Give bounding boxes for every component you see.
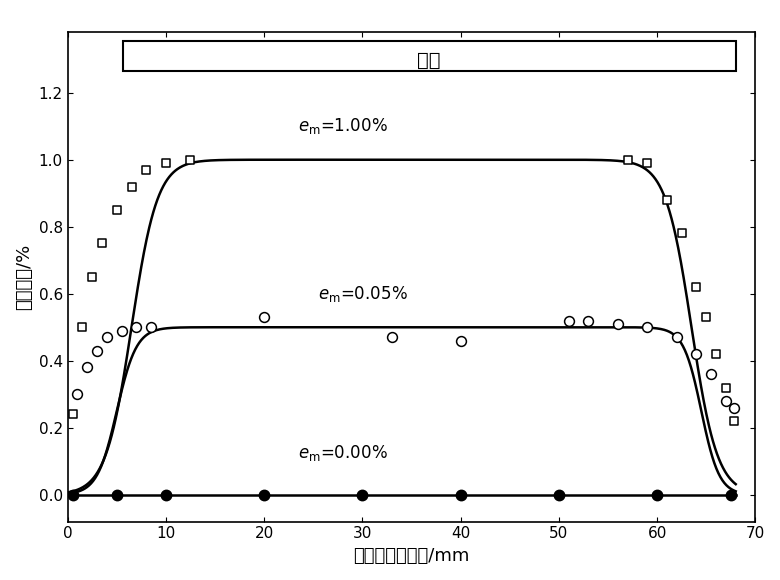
Point: [66, 409, 79, 419]
Point: [725, 490, 737, 499]
Point: [258, 490, 271, 499]
Text: $e_{\rm m}$=0.05%: $e_{\rm m}$=0.05%: [317, 284, 407, 304]
Point: [562, 316, 575, 325]
Point: [622, 155, 634, 164]
Point: [111, 490, 123, 499]
Point: [101, 333, 113, 342]
Point: [705, 369, 718, 379]
Point: [111, 205, 123, 215]
Text: $e_{\rm m}$=1.00%: $e_{\rm m}$=1.00%: [298, 116, 388, 136]
Point: [720, 396, 732, 405]
Point: [651, 490, 663, 499]
Point: [258, 313, 271, 322]
Point: [184, 155, 197, 164]
Point: [728, 416, 740, 426]
Point: [728, 403, 740, 412]
Bar: [122, 41, 736, 71]
Point: [96, 239, 108, 248]
Text: $e_{\rm m}$=0.00%: $e_{\rm m}$=0.00%: [298, 443, 388, 463]
Point: [66, 490, 79, 499]
Point: [690, 349, 703, 358]
Point: [720, 383, 732, 392]
Point: [385, 333, 398, 342]
Y-axis label: 纤维变形/%: 纤维变形/%: [15, 244, 33, 310]
Point: [612, 319, 624, 328]
X-axis label: 沿纤维轴向位置/mm: 沿纤维轴向位置/mm: [353, 547, 470, 565]
Point: [641, 158, 654, 168]
Point: [126, 182, 138, 191]
Point: [661, 195, 673, 205]
Point: [356, 490, 369, 499]
Point: [140, 165, 153, 175]
Point: [130, 322, 143, 332]
Point: [160, 158, 172, 168]
Point: [455, 490, 467, 499]
Point: [675, 229, 688, 238]
Point: [455, 336, 467, 345]
Point: [641, 322, 654, 332]
Point: [582, 316, 594, 325]
Point: [160, 490, 172, 499]
Point: [671, 333, 683, 342]
Point: [145, 322, 158, 332]
Text: 纤维: 纤维: [417, 52, 441, 70]
Point: [710, 349, 722, 358]
Point: [115, 326, 128, 335]
Point: [71, 390, 83, 399]
Point: [700, 313, 712, 322]
Point: [690, 282, 703, 292]
Point: [553, 490, 566, 499]
Point: [91, 346, 104, 356]
Point: [76, 322, 89, 332]
Point: [81, 363, 94, 372]
Point: [86, 273, 98, 282]
